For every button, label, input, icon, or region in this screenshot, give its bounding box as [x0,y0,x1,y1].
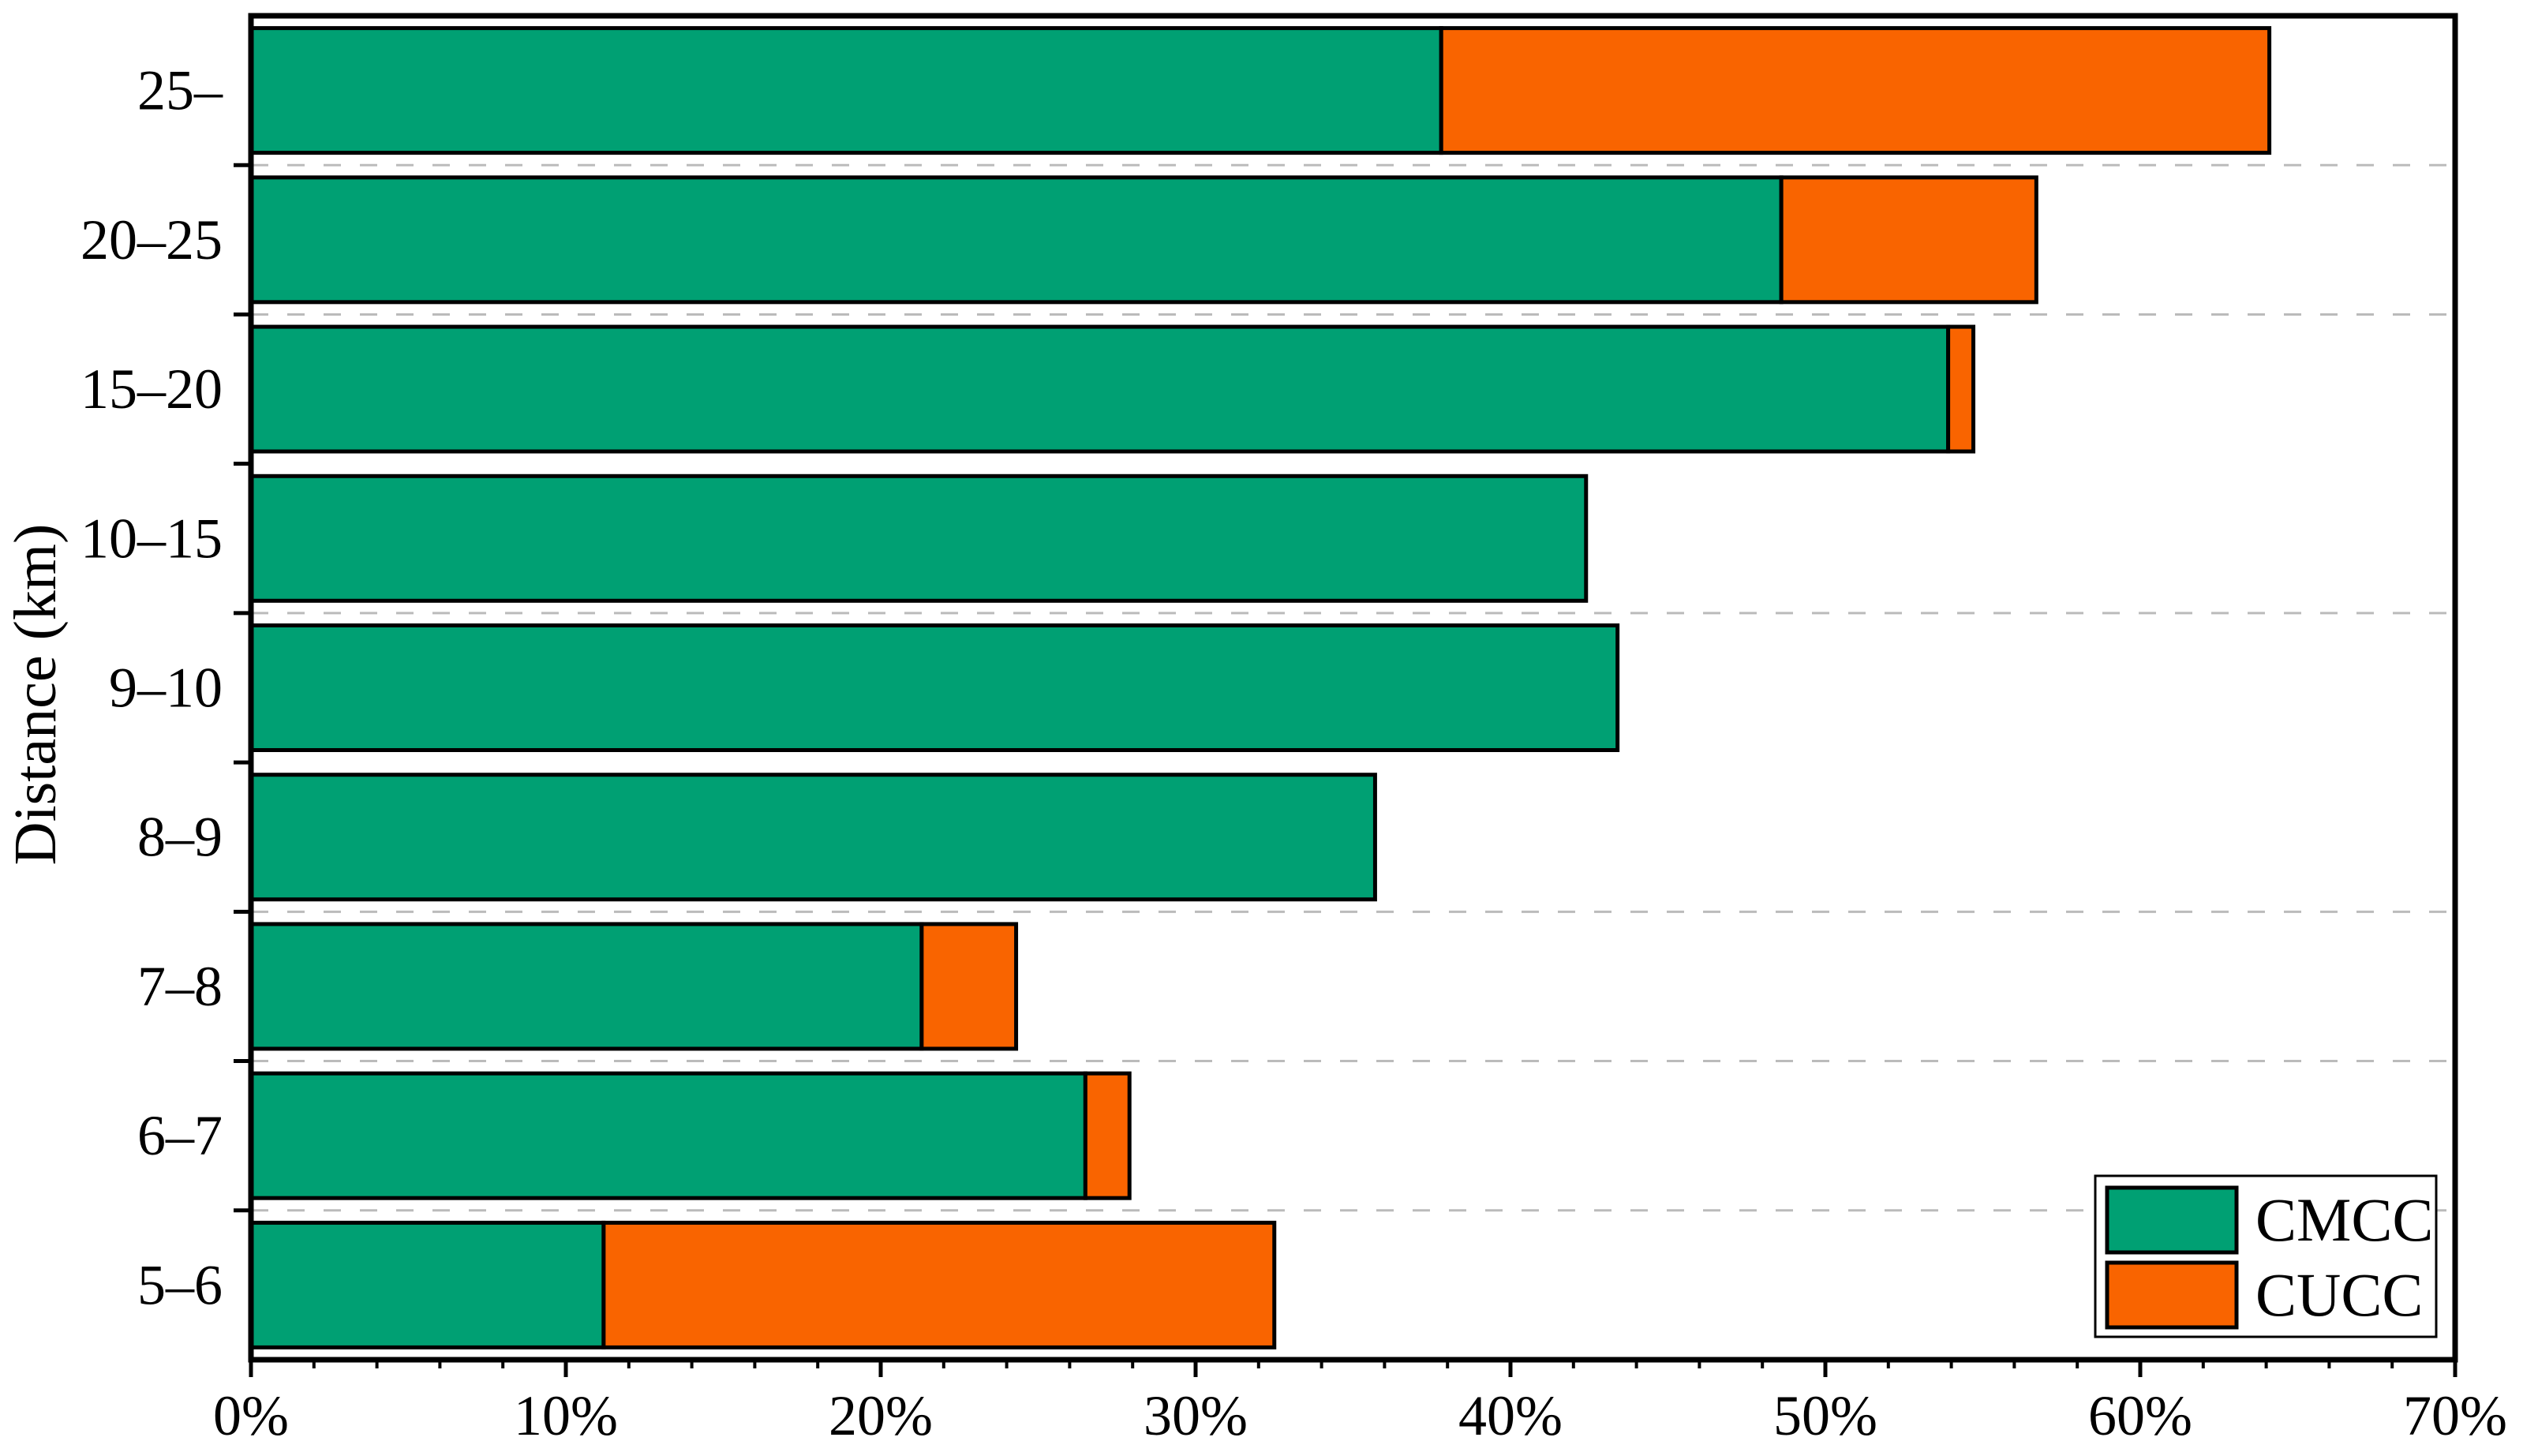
x-tick-label-4: 40% [1458,1384,1563,1447]
bar-segment-cmcc-row-3 [249,473,1589,603]
bar-segment-cmcc-row-4 [249,623,1620,752]
y-category-label-0: 25– [137,59,223,122]
y-category-label-2: 15–20 [80,357,223,421]
y-category-label-6: 7–8 [137,955,223,1018]
y-category-label-1: 20–25 [80,208,223,271]
bar-segment-cucc-row-8 [601,1220,1277,1349]
bar-segment-cmcc-row-6 [249,922,924,1051]
legend-label-cmcc: CMCC [2255,1185,2433,1254]
x-tick-labels: 0% 10% 20% 30% 40% 50% 60% 70% [213,1384,2507,1447]
x-tick-label-7: 70% [2403,1384,2507,1447]
bar-segment-cucc-row-0 [1439,26,2272,155]
bar-segment-cucc-row-7 [1083,1071,1132,1200]
y-axis-title: Distance (km) [2,524,69,866]
legend: CMCC CUCC [2094,1174,2438,1338]
y-category-label-3: 10–15 [80,507,223,570]
bars-layer [249,26,2272,1349]
x-tick-label-5: 50% [1773,1384,1877,1447]
y-category-label-7: 6–7 [137,1104,223,1167]
bar-segment-cucc-row-6 [919,922,1019,1051]
bar-segment-cucc-row-1 [1779,175,2038,305]
bar-segment-cmcc-row-1 [249,175,1784,305]
x-tick-label-2: 20% [829,1384,933,1447]
y-category-label-8: 5–6 [137,1253,223,1316]
gridlines-layer [251,163,2455,1212]
bar-segment-cucc-row-2 [1946,324,1976,454]
y-category-label-5: 8–9 [137,806,223,869]
y-category-label-4: 9–10 [109,657,223,720]
plot-frame [248,13,2458,1363]
axes-layer [234,13,2458,1377]
bar-segment-cmcc-row-5 [249,773,1377,902]
bar-segment-cmcc-row-0 [249,26,1443,155]
legend-swatch-cmcc [2105,1185,2239,1255]
legend-label-cucc: CUCC [2255,1260,2423,1329]
x-tick-label-1: 10% [514,1384,618,1447]
bar-segment-cmcc-row-7 [249,1071,1087,1200]
bar-segment-cmcc-row-8 [249,1220,606,1349]
y-category-labels: 25– 20–25 15–20 10–15 9–10 8–9 7–8 6–7 5–6 [80,59,223,1317]
x-tick-label-0: 0% [213,1384,289,1447]
legend-swatch-cucc [2105,1260,2239,1330]
x-tick-label-6: 60% [2088,1384,2192,1447]
x-tick-label-3: 30% [1144,1384,1248,1447]
bar-segment-cmcc-row-2 [249,324,1951,454]
